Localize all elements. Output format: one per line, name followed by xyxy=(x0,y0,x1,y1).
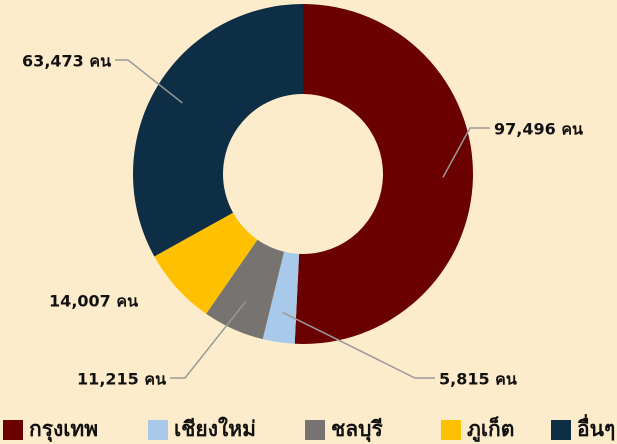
data-label: 97,496 คน xyxy=(494,120,583,139)
data-label: 5,815 คน xyxy=(439,370,517,389)
donut-slice xyxy=(132,4,303,257)
legend-swatch xyxy=(441,420,461,440)
donut-slice xyxy=(154,212,258,314)
legend-label: ภูเก็ต xyxy=(467,415,514,443)
legend-label: ชลบุรี xyxy=(331,417,383,443)
data-label: 63,473 คน xyxy=(22,52,111,71)
leader-line xyxy=(170,301,247,379)
legend-label: อื่นๆ xyxy=(577,413,615,441)
legend-label: กรุงเทพ xyxy=(29,417,98,443)
data-label: 11,215 คน xyxy=(77,370,166,389)
legend-swatch xyxy=(551,420,571,440)
leader-line xyxy=(115,59,183,104)
donut-slice xyxy=(294,4,473,344)
donut-slice xyxy=(262,251,300,344)
data-label: 14,007 คน xyxy=(49,292,138,311)
leader-line xyxy=(442,127,490,178)
donut-slice xyxy=(206,239,285,340)
legend-swatch xyxy=(3,420,23,440)
leader-line xyxy=(282,311,435,379)
legend-swatch xyxy=(148,420,168,440)
legend-swatch xyxy=(305,420,325,440)
legend-label: เชียงใหม่ xyxy=(174,416,256,441)
